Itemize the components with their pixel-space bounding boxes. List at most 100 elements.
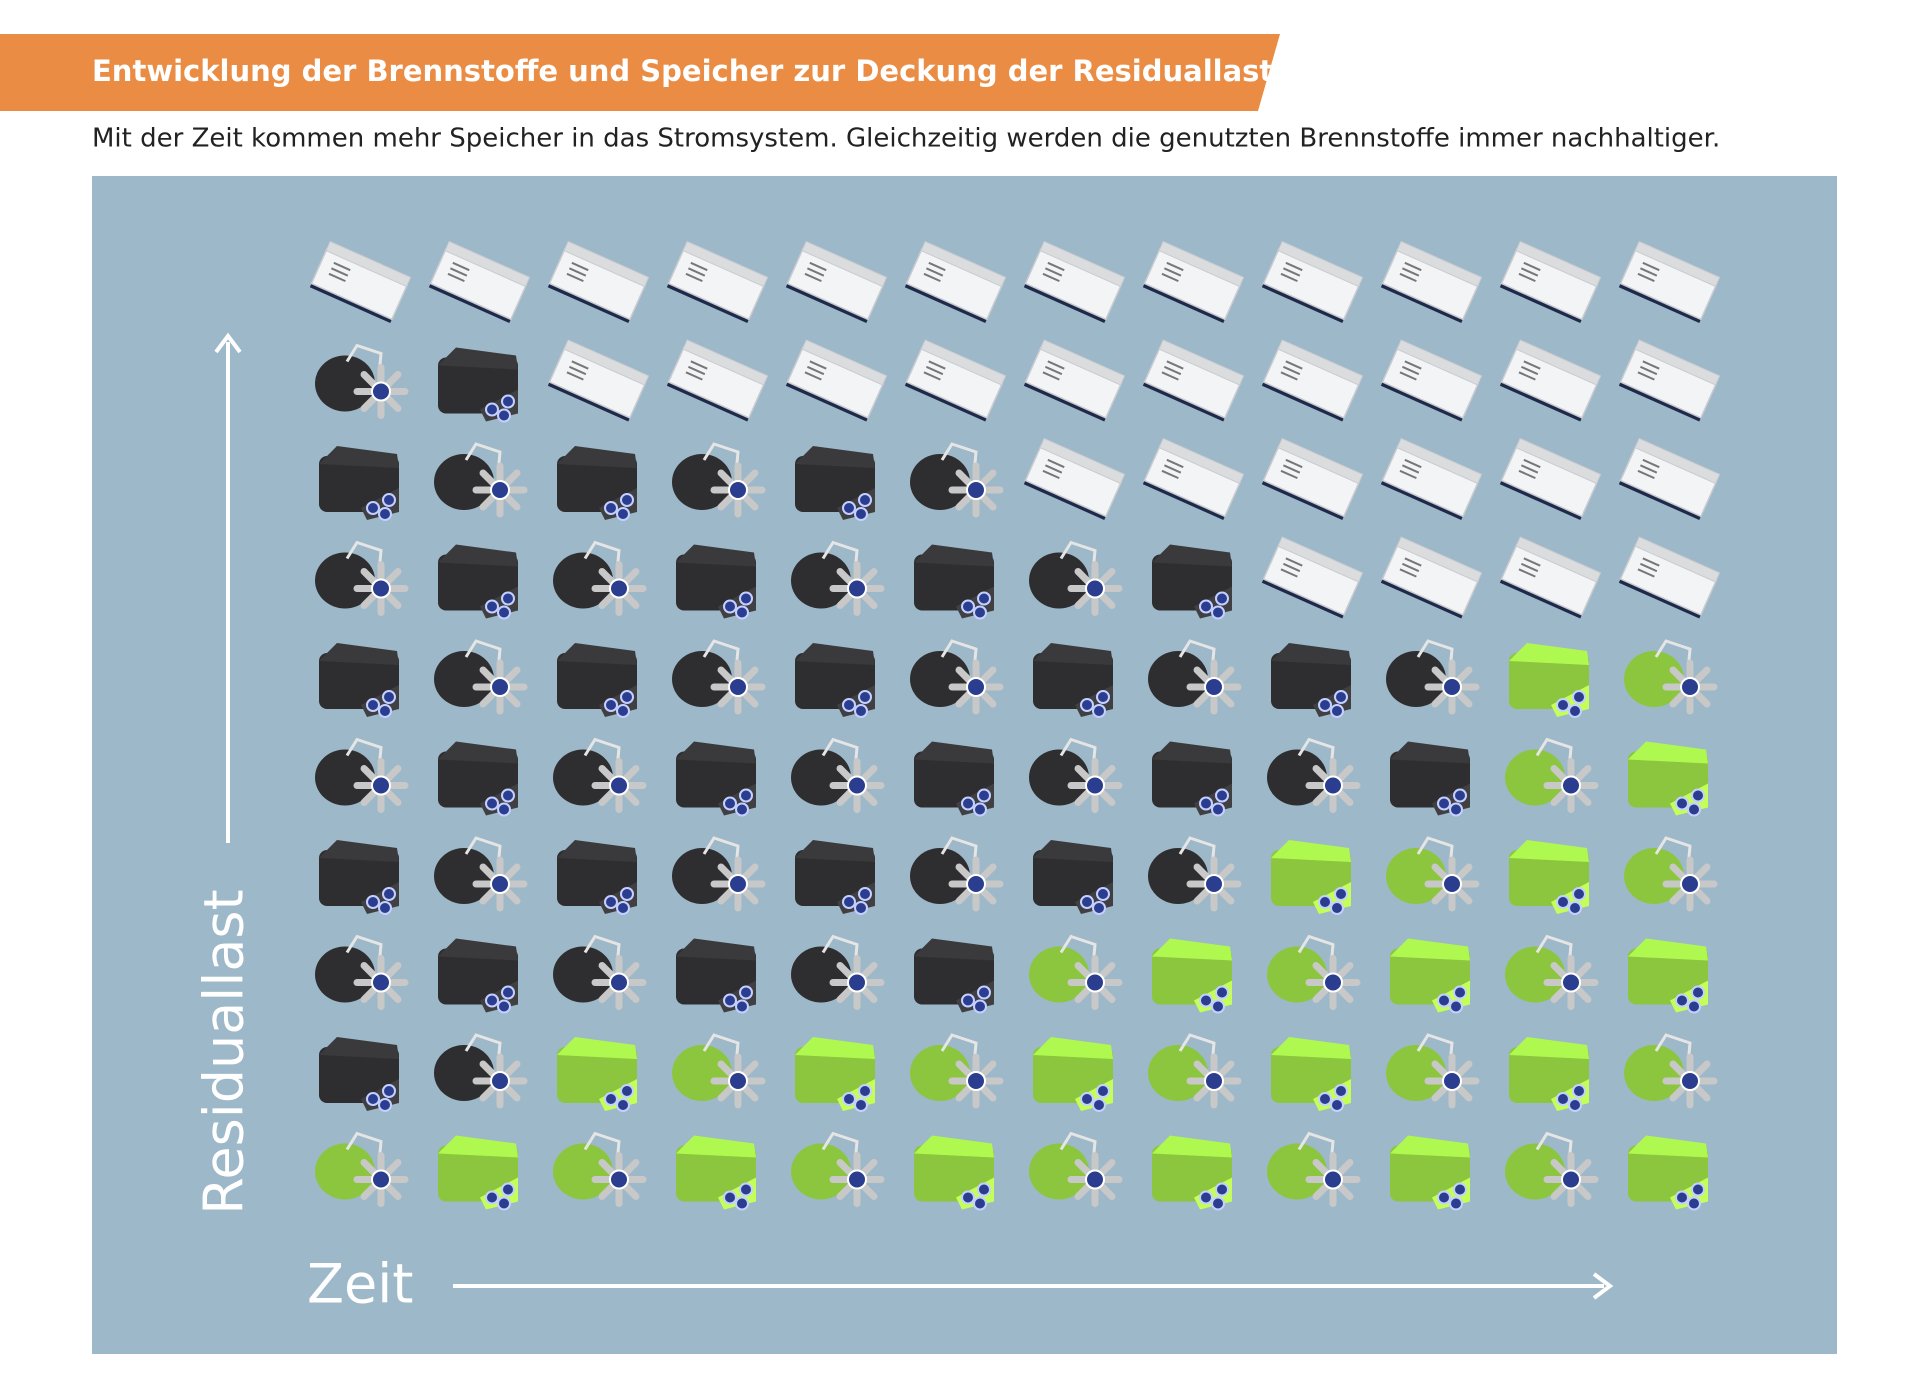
turbine-body xyxy=(553,1143,613,1200)
generator-icon xyxy=(315,934,409,1010)
engine-body xyxy=(914,751,994,808)
battery-body xyxy=(1261,536,1364,619)
engine-top xyxy=(1271,840,1351,862)
generator-icon xyxy=(315,540,409,616)
battery-body xyxy=(1380,240,1483,323)
battery-text xyxy=(449,267,468,277)
engine-port xyxy=(854,704,868,718)
generator-icon xyxy=(1029,737,1123,813)
turbine-body xyxy=(672,454,732,510)
battery-body xyxy=(785,339,888,422)
storage-icon xyxy=(904,240,1007,323)
battery-top xyxy=(1039,240,1126,288)
battery-body xyxy=(309,240,412,323)
battery-body xyxy=(785,240,888,323)
engine-port xyxy=(1449,802,1463,817)
storage-icon xyxy=(428,240,531,323)
battery-text xyxy=(1163,464,1182,474)
engine-port xyxy=(485,1190,499,1205)
generator-icon xyxy=(1033,643,1113,718)
engine-top xyxy=(795,643,875,665)
generator-icon xyxy=(438,347,518,423)
battery-body xyxy=(1618,437,1721,520)
engine-port xyxy=(501,394,515,409)
generator-icon xyxy=(672,442,766,518)
engine-port xyxy=(854,1098,868,1112)
engine-port xyxy=(620,887,634,901)
storage-icon xyxy=(666,339,769,422)
engine-port xyxy=(382,1084,396,1098)
battery-top xyxy=(801,339,888,386)
battery-text xyxy=(1404,261,1422,272)
engine-top xyxy=(1390,938,1470,961)
engine-port xyxy=(497,802,511,817)
turbine-body xyxy=(1267,1143,1327,1200)
engine-port xyxy=(973,802,987,817)
battery-text xyxy=(1047,458,1065,469)
battery-body xyxy=(1142,437,1245,520)
engine-port xyxy=(1453,985,1467,1000)
engine-port xyxy=(842,1092,856,1106)
turbine-hub xyxy=(728,1071,748,1091)
turbine-body xyxy=(1386,651,1446,707)
battery-body xyxy=(1380,339,1483,422)
engine-port xyxy=(739,985,753,1000)
turbine-body xyxy=(553,552,613,609)
engine-body xyxy=(1509,653,1589,709)
engine-port xyxy=(1675,796,1689,811)
battery-text xyxy=(1518,469,1536,480)
generator-icon xyxy=(910,836,1004,912)
battery-text xyxy=(925,267,944,277)
engine-port xyxy=(1691,788,1705,803)
turbine-body xyxy=(1386,848,1446,904)
engine-port xyxy=(1215,1182,1229,1197)
turbine-body xyxy=(910,651,970,707)
generator-icon xyxy=(319,446,399,521)
storage-icon xyxy=(547,240,650,323)
battery-body xyxy=(904,240,1007,323)
turbine-hub xyxy=(728,874,748,894)
engine-port xyxy=(977,1182,991,1197)
battery-text xyxy=(568,267,587,277)
engine-top xyxy=(1509,840,1589,862)
turbine-hub xyxy=(1442,1071,1462,1091)
engine-body xyxy=(1152,751,1232,808)
turbine-hub xyxy=(1442,874,1462,894)
engine-port xyxy=(1449,1196,1463,1211)
engine-body xyxy=(914,554,994,611)
battery-text xyxy=(1047,360,1065,370)
engine-port xyxy=(977,985,991,1000)
engine-body xyxy=(914,1145,994,1202)
battery-text xyxy=(447,272,465,283)
generator-icon xyxy=(914,741,994,817)
turbine-body xyxy=(553,946,613,1003)
engine-body xyxy=(676,948,756,1005)
turbine-body xyxy=(1624,1045,1684,1101)
engine-body xyxy=(795,456,875,512)
battery-text xyxy=(571,261,589,272)
battery-text xyxy=(1399,469,1417,480)
turbine-hub xyxy=(371,578,391,599)
generator-icon xyxy=(1390,1135,1470,1211)
generator-icon xyxy=(438,938,518,1014)
engine-port xyxy=(616,704,630,718)
battery-text xyxy=(690,360,708,370)
turbine-hub xyxy=(371,381,391,402)
engine-port xyxy=(497,999,511,1014)
turbine-body xyxy=(315,552,375,609)
battery-body xyxy=(1023,240,1126,323)
engine-port xyxy=(1080,895,1094,909)
engine-port xyxy=(1211,802,1225,817)
battery-text xyxy=(804,272,822,283)
battery-text xyxy=(1404,360,1422,370)
engine-port xyxy=(1453,1182,1467,1197)
battery-text xyxy=(1280,272,1298,283)
generator-icon xyxy=(1148,639,1242,715)
battery-text xyxy=(1637,469,1655,480)
battery-text xyxy=(1642,458,1660,469)
battery-body xyxy=(1261,240,1364,323)
engine-port xyxy=(1687,999,1701,1014)
engine-body xyxy=(1271,1047,1351,1103)
engine-top xyxy=(438,938,518,961)
engine-body xyxy=(1152,948,1232,1005)
